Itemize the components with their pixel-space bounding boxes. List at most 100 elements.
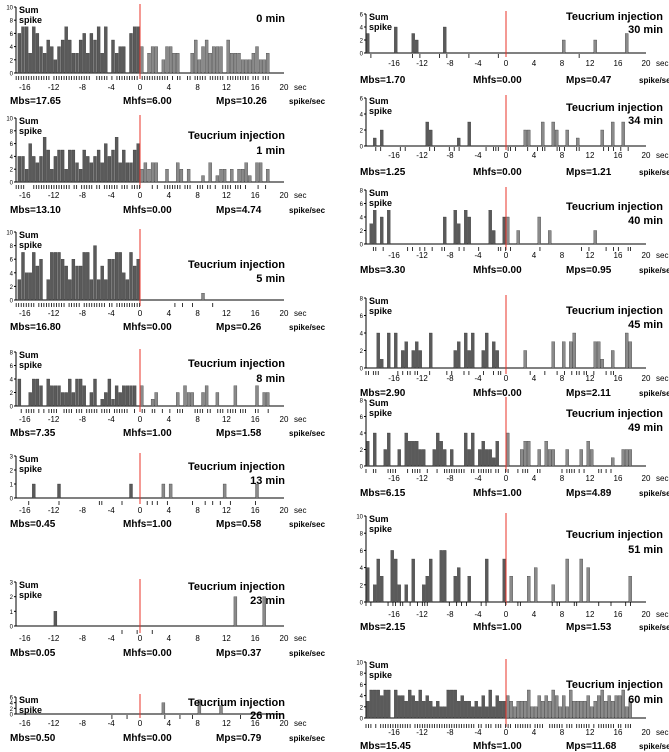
- bar: [551, 689, 555, 719]
- bar: [28, 53, 32, 74]
- bar: [78, 39, 83, 74]
- x-tick-label: -4: [474, 151, 482, 160]
- bar: [551, 121, 555, 147]
- bar: [520, 449, 524, 467]
- bar: [86, 252, 90, 301]
- x-tick-label: -8: [446, 374, 454, 383]
- bar: [611, 121, 615, 147]
- bar: [443, 26, 447, 54]
- sum-label: Sum: [19, 116, 39, 126]
- x-tick-label: 20: [642, 151, 651, 160]
- x-tick-label: 12: [222, 634, 231, 643]
- bar: [68, 279, 72, 301]
- x-tick-label: -12: [416, 374, 428, 383]
- bar: [523, 701, 527, 719]
- x-tick-label: 12: [222, 415, 231, 424]
- bar: [380, 359, 384, 369]
- bar: [593, 39, 597, 54]
- bar: [89, 392, 94, 407]
- mhfs-stat: Mhfs=1.00: [123, 428, 172, 439]
- bar: [71, 392, 76, 407]
- y-tick-label: 4: [10, 45, 14, 51]
- x-tick-label: -12: [48, 191, 60, 200]
- bar: [75, 265, 79, 301]
- panel-title: 13 min: [250, 475, 285, 487]
- x-tick-label: 20: [642, 374, 651, 383]
- mbs-stat: Mbs=1.70: [360, 75, 406, 86]
- mps-stat: Mps=0.37: [216, 648, 262, 659]
- bar: [132, 149, 137, 183]
- mbs-stat: Mbs=7.35: [10, 428, 56, 439]
- bar: [53, 59, 58, 74]
- bar: [183, 385, 187, 407]
- bar: [478, 706, 482, 719]
- rate-unit: spike/sec: [639, 742, 669, 751]
- bar: [35, 162, 40, 183]
- x-tick-label: -4: [474, 474, 482, 483]
- x-tick-label: -16: [388, 151, 400, 160]
- mps-stat: Mps=0.79: [216, 733, 262, 744]
- bar: [548, 449, 552, 467]
- mbs-stat: Mbs=0.05: [10, 648, 56, 659]
- bar: [82, 385, 86, 407]
- bar: [114, 137, 119, 183]
- y-tick-label: 4: [10, 271, 14, 277]
- bar: [537, 216, 541, 245]
- y-tick-label: 6: [360, 13, 364, 19]
- x-tick-label: -8: [446, 474, 454, 483]
- bar: [215, 392, 220, 407]
- x-tick-label: 16: [251, 719, 260, 728]
- x-tick-label: -12: [48, 309, 60, 318]
- bar: [219, 705, 223, 715]
- x-tick-label: -8: [79, 415, 87, 424]
- x-tick-label: 20: [280, 191, 289, 200]
- mhfs-stat: Mhfs=1.00: [123, 519, 172, 530]
- x-tick-label: -4: [108, 309, 116, 318]
- x-unit-label: sec: [656, 374, 668, 383]
- bar: [17, 378, 22, 407]
- y-tick-label: 4: [360, 113, 364, 119]
- x-tick-label: 4: [167, 191, 172, 200]
- mbs-stat: Mbs=0.45: [10, 519, 56, 530]
- bar: [248, 175, 252, 183]
- bar: [600, 129, 604, 147]
- y-tick-label: 0: [10, 713, 14, 719]
- rate-unit: spike/sec: [289, 97, 326, 106]
- bar: [75, 378, 79, 407]
- bar: [78, 378, 83, 407]
- y-tick-label: 6: [10, 696, 14, 702]
- y-tick-label: 2: [360, 705, 364, 711]
- bar: [523, 350, 527, 369]
- panel-subtitle: Teucrium injection: [188, 697, 285, 709]
- x-unit-label: sec: [294, 506, 306, 515]
- x-tick-label: 4: [167, 719, 172, 728]
- mps-stat: Mps=4.74: [216, 205, 262, 216]
- bar: [240, 169, 245, 183]
- y-tick-label: 0: [360, 601, 364, 607]
- mbs-stat: Mbs=2.15: [360, 622, 406, 633]
- bar: [68, 149, 72, 183]
- spike-label: spike: [19, 464, 42, 474]
- bar: [219, 46, 223, 74]
- y-tick-label: 8: [10, 129, 14, 135]
- x-tick-label: 20: [280, 634, 289, 643]
- mps-stat: Mps=4.89: [566, 488, 612, 499]
- x-tick-label: 4: [167, 506, 172, 515]
- spike-label: spike: [369, 670, 392, 680]
- bar: [502, 701, 506, 719]
- bar: [387, 432, 391, 467]
- bar: [425, 695, 429, 719]
- x-tick-label: 0: [138, 191, 143, 200]
- spike-label: spike: [369, 524, 392, 534]
- bar: [429, 701, 433, 719]
- bar: [122, 385, 126, 407]
- bar: [621, 449, 625, 467]
- bar: [255, 162, 259, 183]
- bar: [590, 449, 594, 467]
- panel-subtitle: Teucrium injection: [566, 679, 663, 691]
- bar: [495, 441, 499, 467]
- bar: [481, 441, 485, 467]
- bar: [208, 53, 212, 74]
